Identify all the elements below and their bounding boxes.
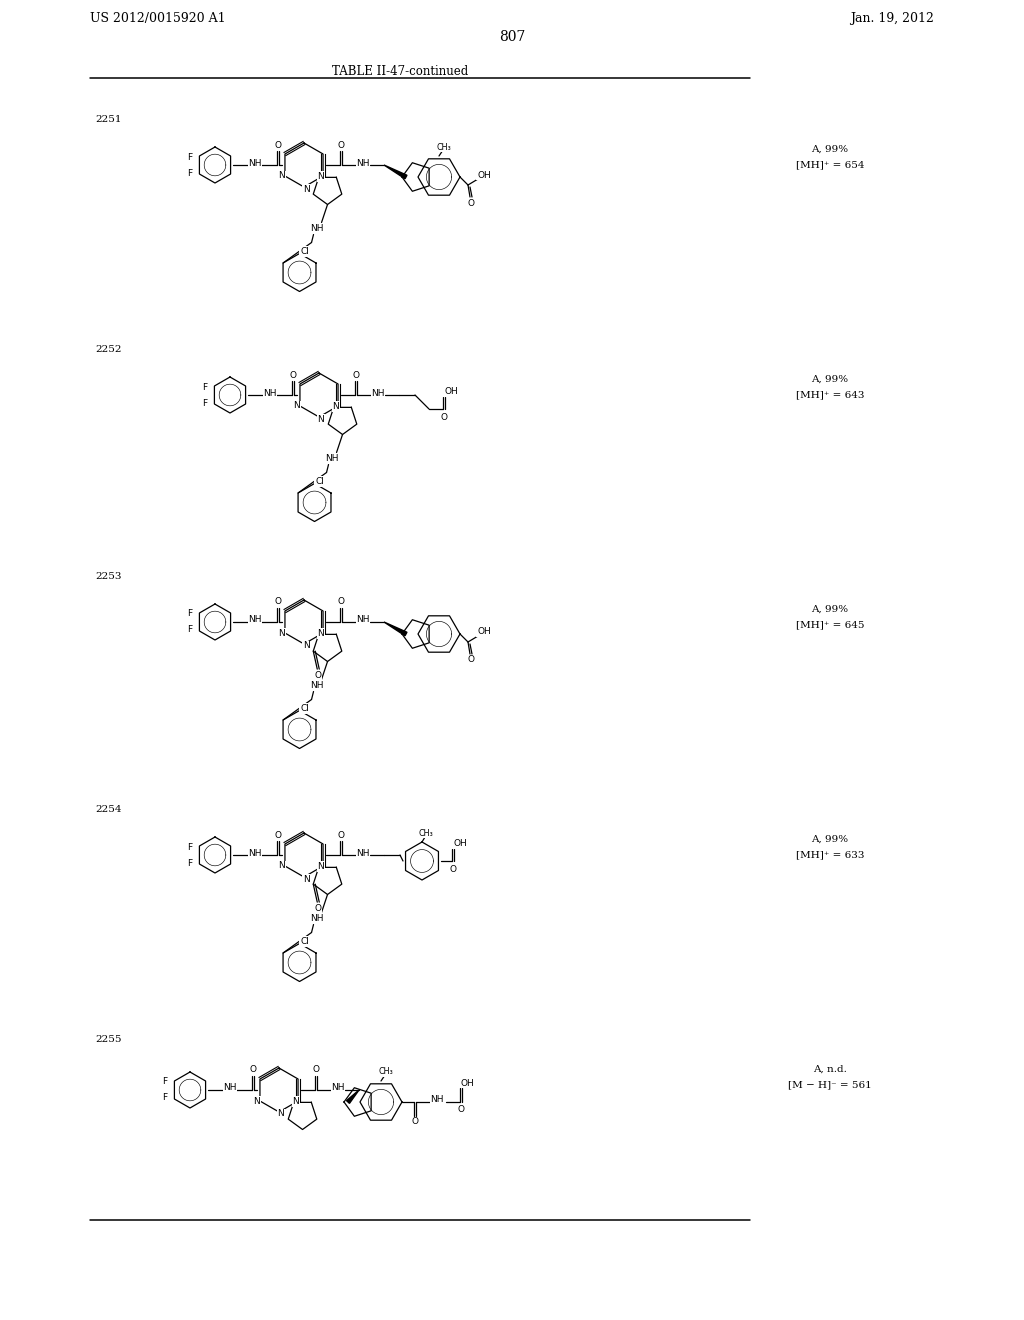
Text: CH₃: CH₃ bbox=[379, 1068, 393, 1077]
Text: O: O bbox=[440, 412, 447, 421]
Text: N: N bbox=[317, 172, 324, 181]
Text: NH: NH bbox=[248, 158, 262, 168]
Text: F: F bbox=[187, 842, 193, 851]
Text: NH: NH bbox=[372, 388, 385, 397]
Text: N: N bbox=[279, 862, 286, 870]
Text: NH: NH bbox=[248, 615, 262, 624]
Text: N: N bbox=[294, 401, 300, 411]
Text: 2251: 2251 bbox=[95, 115, 122, 124]
Text: 807: 807 bbox=[499, 30, 525, 44]
Text: [MH]⁺ = 643: [MH]⁺ = 643 bbox=[796, 389, 864, 399]
Text: O: O bbox=[314, 671, 322, 680]
Text: 2253: 2253 bbox=[95, 572, 122, 581]
Text: F: F bbox=[187, 153, 193, 161]
Text: NH: NH bbox=[356, 849, 370, 858]
Text: N: N bbox=[292, 1097, 299, 1106]
Text: CH₃: CH₃ bbox=[436, 143, 452, 152]
Text: NH: NH bbox=[310, 224, 324, 234]
Text: O: O bbox=[338, 830, 344, 840]
Text: TABLE II-47-continued: TABLE II-47-continued bbox=[332, 65, 468, 78]
Text: Cl: Cl bbox=[300, 937, 309, 946]
Text: OH: OH bbox=[444, 388, 458, 396]
Text: F: F bbox=[163, 1077, 168, 1086]
Text: Cl: Cl bbox=[300, 247, 309, 256]
Text: NH: NH bbox=[325, 454, 338, 463]
Text: [MH]⁺ = 645: [MH]⁺ = 645 bbox=[796, 620, 864, 630]
Text: F: F bbox=[187, 626, 193, 635]
Text: O: O bbox=[314, 904, 322, 912]
Polygon shape bbox=[384, 165, 407, 178]
Polygon shape bbox=[346, 1090, 359, 1104]
Text: O: O bbox=[250, 1065, 256, 1074]
Text: O: O bbox=[274, 598, 282, 606]
Text: N: N bbox=[279, 628, 286, 638]
Text: O: O bbox=[450, 865, 457, 874]
Text: US 2012/0015920 A1: US 2012/0015920 A1 bbox=[90, 12, 225, 25]
Text: NH: NH bbox=[310, 681, 324, 690]
Text: O: O bbox=[274, 830, 282, 840]
Text: N: N bbox=[278, 1110, 285, 1118]
Text: Cl: Cl bbox=[300, 704, 309, 713]
Text: F: F bbox=[187, 169, 193, 177]
Text: A, 99%: A, 99% bbox=[811, 145, 849, 154]
Text: O: O bbox=[338, 598, 344, 606]
Text: O: O bbox=[290, 371, 297, 380]
Text: NH: NH bbox=[263, 388, 276, 397]
Text: O: O bbox=[458, 1106, 465, 1114]
Text: CH₃: CH₃ bbox=[419, 829, 433, 837]
Text: [MH]⁺ = 654: [MH]⁺ = 654 bbox=[796, 160, 864, 169]
Text: O: O bbox=[412, 1118, 419, 1126]
Text: O: O bbox=[468, 198, 474, 207]
Text: N: N bbox=[317, 628, 324, 638]
Text: N: N bbox=[279, 172, 286, 181]
Text: A, 99%: A, 99% bbox=[811, 375, 849, 384]
Text: OH: OH bbox=[454, 840, 467, 849]
Text: O: O bbox=[338, 140, 344, 149]
Text: NH: NH bbox=[248, 849, 262, 858]
Text: OH: OH bbox=[477, 627, 490, 636]
Text: A, n.d.: A, n.d. bbox=[813, 1065, 847, 1074]
Text: N: N bbox=[303, 185, 309, 194]
Text: F: F bbox=[203, 383, 208, 392]
Text: NH: NH bbox=[356, 615, 370, 624]
Text: N: N bbox=[303, 874, 309, 883]
Text: NH: NH bbox=[331, 1084, 345, 1093]
Text: F: F bbox=[187, 858, 193, 867]
Text: 2252: 2252 bbox=[95, 345, 122, 354]
Text: OH: OH bbox=[477, 170, 490, 180]
Text: N: N bbox=[317, 414, 325, 424]
Text: O: O bbox=[352, 371, 359, 380]
Text: O: O bbox=[312, 1065, 319, 1074]
Text: [MH]⁺ = 633: [MH]⁺ = 633 bbox=[796, 850, 864, 859]
Text: N: N bbox=[333, 401, 339, 411]
Text: 2254: 2254 bbox=[95, 805, 122, 814]
Text: O: O bbox=[468, 656, 474, 664]
Text: N: N bbox=[254, 1097, 260, 1106]
Polygon shape bbox=[384, 622, 407, 636]
Text: N: N bbox=[317, 862, 324, 871]
Text: F: F bbox=[187, 610, 193, 619]
Text: N: N bbox=[303, 642, 309, 651]
Text: NH: NH bbox=[356, 158, 370, 168]
Text: A, 99%: A, 99% bbox=[811, 836, 849, 843]
Text: NH: NH bbox=[430, 1096, 443, 1105]
Text: Cl: Cl bbox=[315, 477, 324, 486]
Text: NH: NH bbox=[310, 913, 324, 923]
Text: Jan. 19, 2012: Jan. 19, 2012 bbox=[850, 12, 934, 25]
Text: F: F bbox=[163, 1093, 168, 1102]
Text: 2255: 2255 bbox=[95, 1035, 122, 1044]
Text: NH: NH bbox=[223, 1084, 237, 1093]
Text: F: F bbox=[203, 399, 208, 408]
Text: O: O bbox=[274, 140, 282, 149]
Text: OH: OH bbox=[460, 1078, 474, 1088]
Text: [M − H]⁻ = 561: [M − H]⁻ = 561 bbox=[788, 1080, 871, 1089]
Text: A, 99%: A, 99% bbox=[811, 605, 849, 614]
